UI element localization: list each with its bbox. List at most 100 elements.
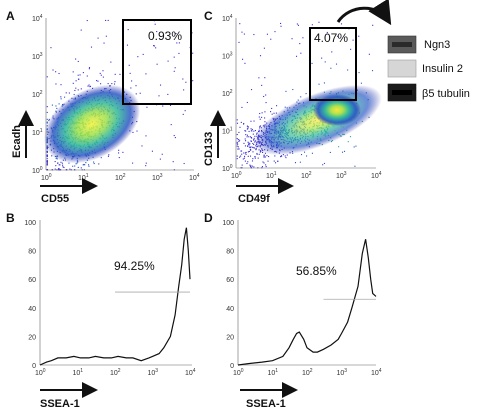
scatter-point-c: [341, 151, 344, 153]
y-tick-label-a-3: 103: [32, 52, 43, 61]
scatter-point-c: [245, 130, 247, 132]
scatter-point-c: [251, 160, 254, 162]
scatter-point-a: [118, 149, 120, 151]
scatter-point-a: [114, 81, 116, 83]
density-band-c: [254, 84, 382, 156]
scatter-point-c: [261, 84, 263, 86]
scatter-point-c: [358, 72, 360, 74]
x-tick-label-b-0: 100: [35, 368, 46, 377]
scatter-point-a: [54, 168, 56, 170]
scatter-point-c: [245, 151, 247, 153]
scatter-point-c: [318, 83, 320, 85]
scatter-point-a: [111, 83, 113, 85]
scatter-point-c: [274, 155, 276, 157]
x-tick-label-b-4: 104: [185, 368, 196, 377]
scatter-point-a: [77, 74, 79, 76]
scatter-point-a: [183, 89, 185, 91]
scatter-point-a: [173, 56, 175, 58]
scatter-point-c: [261, 112, 263, 114]
scatter-point-a: [170, 124, 172, 126]
scatter-point-c: [246, 136, 248, 138]
density-core-a: [43, 84, 141, 164]
scatter-point-c: [236, 141, 238, 143]
scatter-point-a: [159, 84, 162, 86]
scatter-point-c: [249, 148, 251, 150]
scatter-point-a: [169, 104, 172, 106]
x-tick-label-b-2: 102: [110, 368, 121, 377]
scatter-point-c: [258, 116, 260, 118]
y-tick-label-d-4: 80: [226, 249, 234, 256]
scatter-point-c: [273, 112, 275, 114]
scatter-point-c: [240, 121, 242, 123]
scatter-point-a: [107, 19, 109, 21]
scatter-point-a: [78, 78, 80, 80]
scatter-point-c: [236, 155, 238, 157]
panel-letter-c: C: [204, 9, 213, 23]
scatter-point-c: [254, 129, 257, 132]
scatter-point-c: [270, 38, 272, 40]
scatter-point-a: [99, 72, 101, 74]
scatter-point-c: [321, 57, 323, 59]
scatter-point-a: [88, 68, 90, 70]
x-tick-label-a-4: 104: [189, 173, 200, 182]
scatter-point-c: [245, 153, 247, 155]
scatter-point-c: [248, 150, 250, 153]
scatter-point-a: [174, 67, 176, 69]
scatter-point-c: [248, 136, 250, 138]
scatter-point-a: [88, 67, 91, 69]
scatter-point-c: [251, 130, 253, 132]
scatter-point-c: [241, 153, 243, 155]
scatter-point-a: [62, 166, 64, 168]
scatter-point-c: [244, 152, 247, 154]
scatter-point-a: [114, 73, 116, 75]
scatter-point-c: [250, 137, 253, 139]
scatter-point-a: [46, 121, 48, 123]
scatter-point-a: [183, 162, 185, 165]
scatter-point-c: [300, 154, 303, 156]
scatter-point-c: [243, 33, 245, 35]
scatter-point-c: [250, 89, 253, 91]
scatter-point-a: [75, 163, 77, 165]
scatter-point-c: [264, 121, 266, 123]
y-tick-label-d-5: 100: [222, 220, 234, 227]
scatter-point-c: [248, 130, 250, 133]
scatter-point-c: [241, 150, 243, 152]
scatter-point-a: [82, 164, 84, 166]
scatter-point-c: [249, 149, 252, 151]
scatter-point-c: [244, 160, 246, 162]
scatter-point-c: [253, 139, 255, 141]
scatter-point-c: [244, 140, 247, 142]
scatter-point-c: [285, 90, 287, 92]
scatter-point-a: [192, 52, 194, 54]
scatter-point-a: [46, 154, 48, 157]
scatter-point-c: [244, 145, 246, 147]
scatter-point-a: [46, 76, 48, 78]
x-tick-label-d-4: 104: [371, 368, 382, 377]
scatter-point-c: [246, 125, 248, 127]
scatter-point-a: [153, 45, 155, 47]
scatter-point-c: [247, 128, 249, 130]
scatter-point-c: [241, 106, 243, 108]
scatter-point-a: [126, 44, 129, 46]
scatter-point-c: [368, 53, 370, 55]
scatter-point-a: [46, 162, 48, 164]
scatter-point-c: [247, 143, 250, 145]
scatter-point-a: [182, 78, 184, 80]
scatter-point-c: [236, 143, 238, 145]
scatter-point-a: [55, 71, 57, 73]
gel-band-insulin2: [387, 59, 417, 78]
scatter-point-c: [303, 151, 306, 153]
scatter-point-c: [271, 113, 273, 115]
scatter-point-c: [259, 112, 261, 115]
scatter-point-a: [89, 86, 91, 88]
scatter-point-a: [87, 164, 90, 166]
scatter-point-a: [69, 168, 71, 170]
scatter-point-c: [261, 166, 263, 168]
scatter-point-c: [244, 62, 246, 64]
y-tick-label-a-0: 100: [32, 166, 43, 175]
scatter-point-c: [305, 93, 307, 95]
scatter-point-a: [88, 165, 90, 167]
scatter-point-c: [249, 143, 251, 145]
scatter-point-a: [173, 134, 175, 137]
scatter-point-c: [262, 151, 264, 154]
